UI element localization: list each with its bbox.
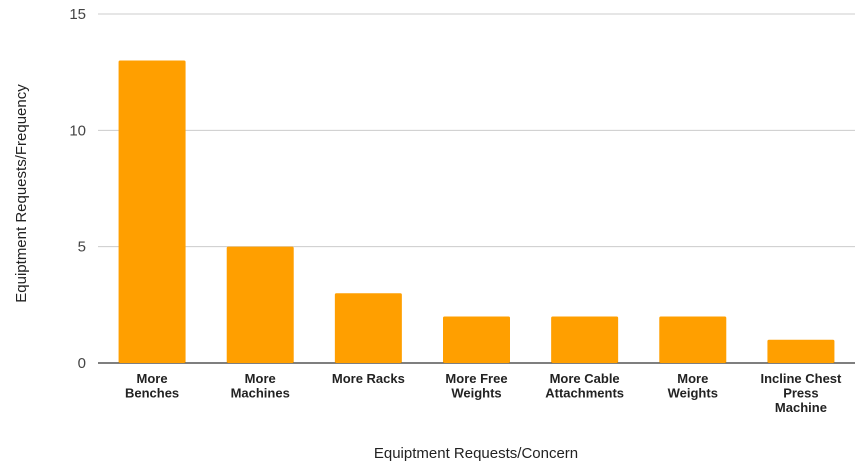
bars [118, 60, 835, 364]
y-tick-label: 5 [78, 239, 86, 256]
bar [443, 316, 510, 363]
x-axis-title: Equiptment Requests/Concern [374, 445, 578, 462]
y-tick-label: 15 [69, 6, 86, 23]
x-tick-label: More Weights [668, 371, 718, 401]
y-tick-label: 0 [78, 355, 86, 372]
y-axis-title: Equiptment Requests/Frequency [13, 84, 30, 303]
x-axis-ticks: More Benches More Machines More Racks More Fr… [125, 371, 842, 415]
bar [334, 293, 402, 363]
x-tick-label: More Machines [231, 371, 290, 401]
gridlines [98, 13, 855, 364]
x-tick-label: More Free Weights [445, 371, 507, 401]
x-tick-label: More Cable Attachments [545, 371, 624, 401]
x-tick-label: Incline Chest Press Machine [760, 371, 842, 415]
bar [118, 60, 186, 364]
y-tick-label: 10 [69, 122, 86, 139]
bar [226, 246, 294, 363]
bar [551, 316, 619, 363]
x-tick-label: More Benches [125, 371, 179, 401]
bar [659, 316, 727, 363]
bar [767, 339, 835, 363]
x-tick-label: More Racks [332, 371, 405, 386]
y-axis-ticks: 0 5 10 15 [69, 6, 86, 372]
